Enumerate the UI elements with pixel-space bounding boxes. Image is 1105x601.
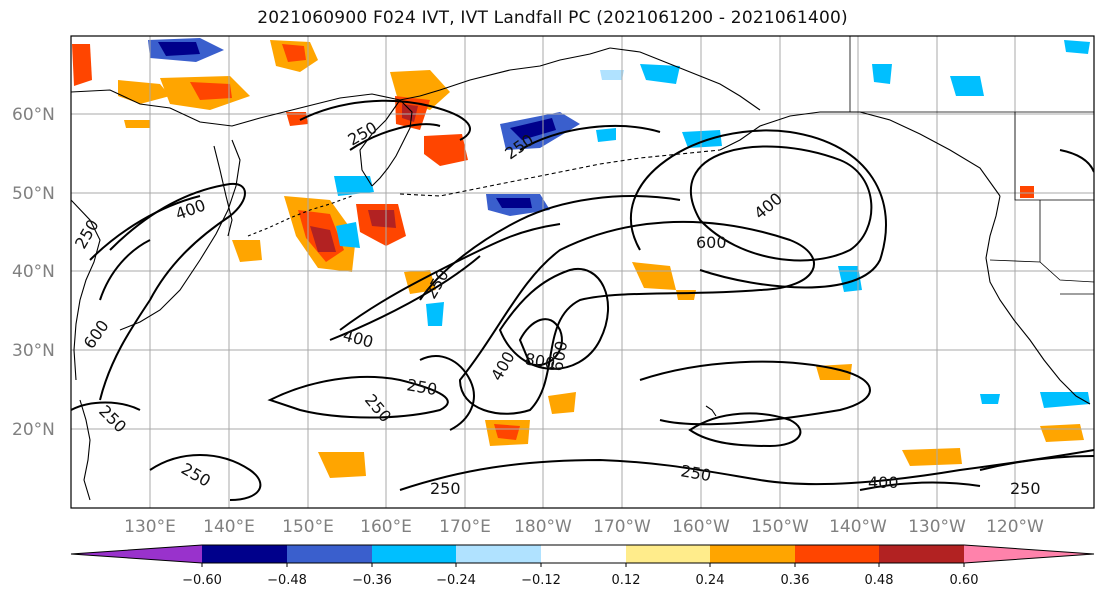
map-area: 250 250 250 250 250 250 250 250 250 250 … bbox=[71, 36, 1094, 508]
colorbar-extend-min bbox=[71, 545, 202, 563]
map-title: 2021060900 F024 IVT, IVT Landfall PC (20… bbox=[257, 8, 848, 28]
colorbar-tick-label: 0.60 bbox=[950, 573, 979, 588]
colorbar-segment bbox=[710, 545, 795, 563]
contour-label: 400 bbox=[868, 473, 899, 492]
lat-label: 60°N bbox=[12, 105, 55, 125]
lon-label: 140°W bbox=[829, 517, 887, 537]
lon-label: 140°E bbox=[203, 517, 255, 537]
colorbar-tick-label: 0.24 bbox=[696, 573, 725, 588]
ivt-contours bbox=[71, 99, 1094, 501]
lat-label: 20°N bbox=[12, 420, 55, 440]
lat-label: 40°N bbox=[12, 262, 55, 282]
graticule bbox=[71, 36, 1094, 508]
colorbar-segment bbox=[287, 545, 372, 563]
lon-label: 160°E bbox=[360, 517, 412, 537]
lat-label: 50°N bbox=[12, 184, 55, 204]
colorbar-segment bbox=[541, 545, 626, 563]
colorbar-tick-label: −0.60 bbox=[182, 573, 222, 588]
map-frame bbox=[70, 35, 1095, 509]
colorbar-tick-label: −0.48 bbox=[267, 573, 307, 588]
colorbar-tick-label: −0.36 bbox=[352, 573, 392, 588]
colorbar-segment bbox=[456, 545, 541, 563]
colorbar-tick-label: −0.24 bbox=[436, 573, 476, 588]
colorbar-tick-label: 0.48 bbox=[865, 573, 894, 588]
colorbar: −0.60 −0.48 −0.36 −0.24 −0.12 0.12 0.24 … bbox=[70, 544, 1095, 588]
lon-label: 180°W bbox=[514, 517, 572, 537]
contour-label: 250 bbox=[430, 479, 461, 498]
latitude-labels: 60°N 50°N 40°N 30°N 20°N bbox=[12, 105, 55, 440]
lon-label: 170°W bbox=[593, 517, 651, 537]
lon-label: 160°W bbox=[672, 517, 730, 537]
lon-label: 150°W bbox=[751, 517, 809, 537]
lon-label: 130°W bbox=[908, 517, 966, 537]
colorbar-tick-label: 0.12 bbox=[612, 573, 641, 588]
colorbar-tick-label: 0.36 bbox=[781, 573, 810, 588]
colorbar-segment bbox=[372, 545, 456, 563]
negative-anomaly-shading bbox=[148, 38, 1090, 408]
lon-label: 120°W bbox=[986, 517, 1044, 537]
lon-label: 150°E bbox=[282, 517, 334, 537]
colorbar-segment bbox=[626, 545, 710, 563]
lat-label: 30°N bbox=[12, 341, 55, 361]
lon-label: 170°E bbox=[439, 517, 491, 537]
colorbar-segment bbox=[795, 545, 879, 563]
lon-label: 130°E bbox=[124, 517, 176, 537]
colorbar-tick-label: −0.12 bbox=[521, 573, 561, 588]
colorbar-segment bbox=[202, 545, 287, 563]
contour-label: 600 bbox=[696, 233, 727, 252]
colorbar-extend-max bbox=[964, 545, 1094, 563]
contour-label: 250 bbox=[1010, 479, 1041, 498]
longitude-labels: 130°E 140°E 150°E 160°E 170°E 180°W 170°… bbox=[124, 517, 1044, 537]
colorbar-segment bbox=[879, 545, 964, 563]
